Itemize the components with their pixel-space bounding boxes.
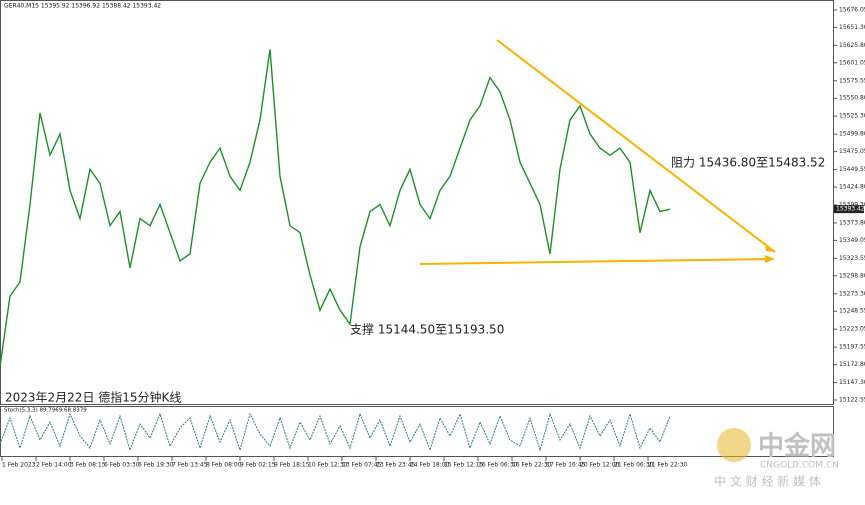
x-tick-label: 6 Feb 03:30 xyxy=(104,462,140,469)
current-price: 15393.42 xyxy=(836,206,865,213)
support-line xyxy=(419,258,773,265)
x-tick-label: 16 Feb 22:30 xyxy=(512,462,552,469)
x-tick-label: 10 Feb 12:30 xyxy=(308,462,348,469)
x-tick-label: 9 Feb 18:15 xyxy=(274,462,310,469)
watermark-logo xyxy=(717,428,751,462)
y-tick-label: 15449.55 xyxy=(839,166,865,173)
y-tick-label: 15298.80 xyxy=(839,272,865,279)
y-tick-label: 15349.05 xyxy=(839,237,865,244)
y-tick-label: 15172.80 xyxy=(839,361,865,368)
y-tick-label: 15223.05 xyxy=(839,326,865,333)
stoch-panel xyxy=(0,406,834,457)
x-tick-label: 7 Feb 13:45 xyxy=(172,462,208,469)
x-tick-label: 15 Feb 12:15 xyxy=(444,462,484,469)
resistance-line xyxy=(496,39,776,253)
y-tick-label: 15601.05 xyxy=(839,59,865,66)
y-tick-label: 15651.30 xyxy=(839,24,865,31)
y-tick-label: 15550.80 xyxy=(839,95,865,102)
y-tick-label: 15373.80 xyxy=(839,219,865,226)
x-tick-label: 6 Feb 19:30 xyxy=(138,462,174,469)
y-tick-label: 15197.55 xyxy=(839,344,865,351)
x-tick-label: 8 Feb 08:00 xyxy=(206,462,242,469)
x-tick-label: 1 Feb 2023 xyxy=(2,462,36,469)
y-tick-label: 15122.55 xyxy=(839,397,865,404)
y-tick-label: 15475.05 xyxy=(839,148,865,155)
y-tick-label: 15147.30 xyxy=(839,379,865,386)
watermark-name: 中金网 xyxy=(758,431,836,462)
x-tick-label: 14 Feb 18:00 xyxy=(410,462,450,469)
stoch-label: Stoch(5,3,3) 89.7969 68.8379 xyxy=(4,408,87,414)
arrow-head xyxy=(765,243,775,252)
y-tick-label: 15424.80 xyxy=(839,184,865,191)
support-label: 支撑 15144.50至15193.50 xyxy=(350,322,504,337)
y-tick-label: 15676.05 xyxy=(839,6,865,13)
y-tick-label: 15525.30 xyxy=(839,113,865,120)
arrow-head xyxy=(765,255,775,263)
x-tick-label: 9 Feb 02:15 xyxy=(240,462,276,469)
y-tick-label: 15499.80 xyxy=(839,131,865,138)
y-tick-label: 15273.30 xyxy=(839,290,865,297)
resistance-label: 阻力 15436.80至15483.52 xyxy=(671,156,825,170)
y-tick-label: 15625.80 xyxy=(839,42,865,49)
main-panel xyxy=(0,0,834,405)
x-tick-label: 17 Feb 16:45 xyxy=(546,462,586,469)
y-tick-label: 15399.30 xyxy=(839,201,865,208)
price-line xyxy=(0,49,671,367)
x-tick-label: 21 Feb 22:30 xyxy=(648,462,688,469)
price-box xyxy=(834,205,864,214)
title: 2023年2月22日 德指15分钟K线 xyxy=(5,390,181,405)
header: GER40,M15 15395.92 15396.92 15388.42 153… xyxy=(4,3,161,10)
x-tick-label: 13 Feb 07:45 xyxy=(342,462,382,469)
x-tick-label: 21 Feb 06:30 xyxy=(614,462,654,469)
y-tick-label: 15575.55 xyxy=(839,77,865,84)
y-tick-label: 15323.55 xyxy=(839,255,865,262)
watermark-site: CNGOLD.COM.CN xyxy=(760,461,839,471)
x-tick-label: 16 Feb 06:30 xyxy=(478,462,518,469)
x-tick-label: 20 Feb 12:00 xyxy=(580,462,620,469)
watermark-slogan: 中 文 财 经 新 媒 体 xyxy=(714,474,821,489)
x-tick-label: 3 Feb 08:15 xyxy=(70,462,106,469)
x-tick-label: 2 Feb 14:00 xyxy=(36,462,72,469)
x-tick-label: 13 Feb 23:45 xyxy=(376,462,416,469)
y-tick-label: 15248.55 xyxy=(839,308,865,315)
